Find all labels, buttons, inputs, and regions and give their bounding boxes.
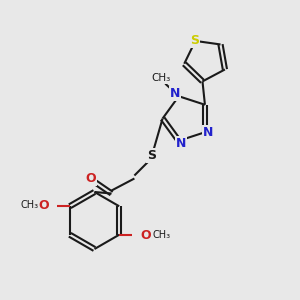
Text: CH₃: CH₃ <box>152 230 170 240</box>
Text: CH₃: CH₃ <box>20 200 38 210</box>
Text: O: O <box>38 199 49 212</box>
Text: CH₃: CH₃ <box>151 73 170 83</box>
Text: S: S <box>147 149 156 162</box>
Text: N: N <box>176 137 186 150</box>
Text: S: S <box>190 34 199 47</box>
Text: N: N <box>170 87 180 100</box>
Text: N: N <box>203 126 214 139</box>
Text: O: O <box>140 229 151 242</box>
Text: O: O <box>85 172 96 185</box>
